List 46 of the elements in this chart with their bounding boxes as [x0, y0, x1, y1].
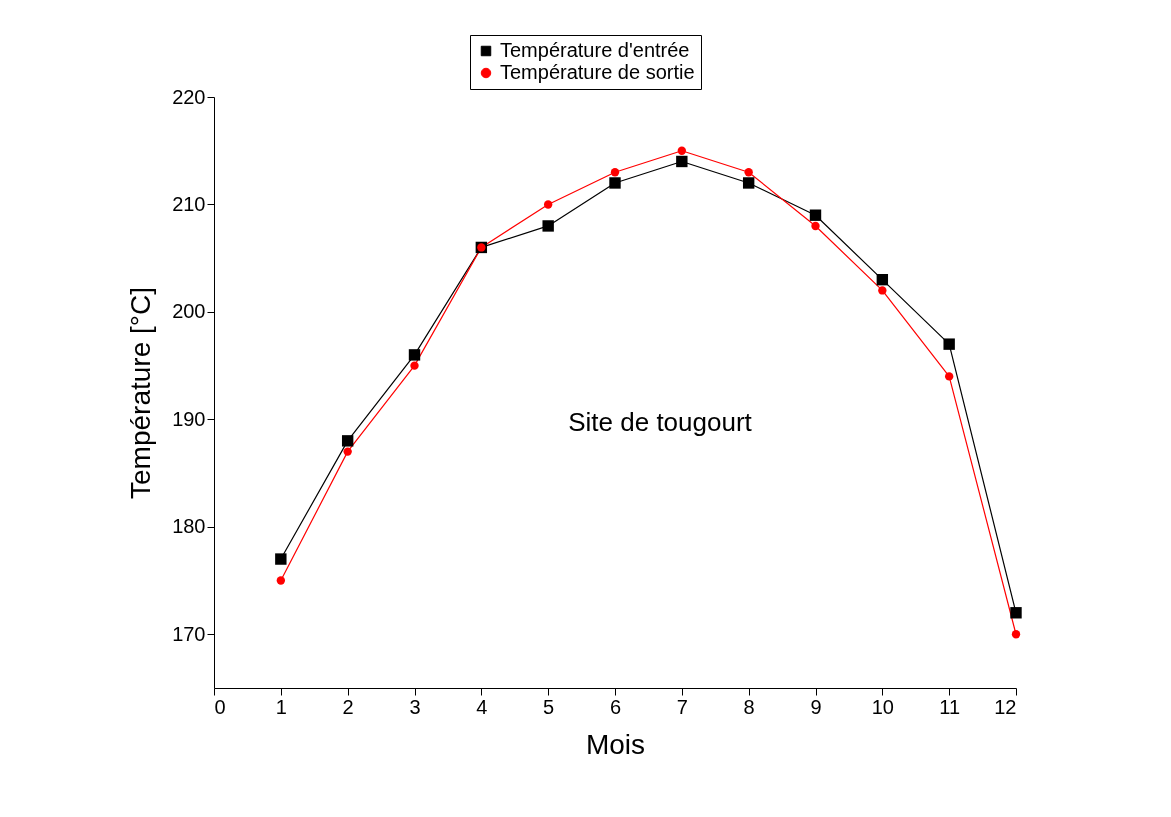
x-axis-title: Mois	[585, 728, 646, 760]
x-tick-label: 8	[743, 695, 755, 718]
point	[275, 553, 287, 565]
y-axis-title: Température [°C]	[125, 287, 157, 499]
point	[609, 177, 621, 189]
x-tick-label: 4	[476, 695, 488, 718]
point	[408, 349, 421, 361]
point	[876, 273, 889, 286]
annotation: Site de tougourt	[568, 407, 753, 437]
y-tick-label: 170	[172, 622, 206, 645]
point	[677, 146, 687, 155]
point	[744, 168, 753, 177]
point	[742, 177, 755, 189]
legend-label: Température d'entrée	[500, 39, 690, 61]
point	[809, 209, 822, 221]
point	[343, 447, 352, 456]
x-tick-label: 7	[676, 695, 688, 718]
legend-label: Température de sortie	[500, 61, 695, 83]
point	[276, 576, 286, 585]
point	[1010, 607, 1022, 619]
y-tick-label: 210	[172, 192, 206, 215]
x-tick-label: 2	[342, 695, 354, 718]
point	[676, 155, 688, 168]
point	[1011, 630, 1021, 639]
point	[543, 200, 553, 209]
y-tick-label: 220	[172, 85, 206, 108]
point	[811, 221, 820, 231]
x-tick-label: 1	[275, 695, 287, 718]
x-tick-label: 5	[543, 695, 555, 718]
point	[943, 338, 955, 350]
x-tick-label: 12	[994, 695, 1017, 718]
x-tick-label: 3	[409, 695, 421, 718]
point	[410, 361, 419, 370]
point	[542, 220, 554, 232]
point	[944, 372, 954, 381]
x-tick-label: 9	[810, 695, 822, 718]
x-tick-label: 6	[609, 695, 622, 718]
y-tick-label: 190	[172, 407, 206, 430]
x-tick-label: 0	[214, 695, 226, 718]
x-tick-label: 11	[939, 695, 961, 718]
y-tick-label: 180	[172, 515, 206, 538]
point	[878, 286, 887, 295]
y-tick-label: 200	[172, 300, 206, 323]
x-tick-label: 10	[871, 695, 894, 718]
point	[610, 168, 620, 177]
point	[341, 435, 354, 447]
